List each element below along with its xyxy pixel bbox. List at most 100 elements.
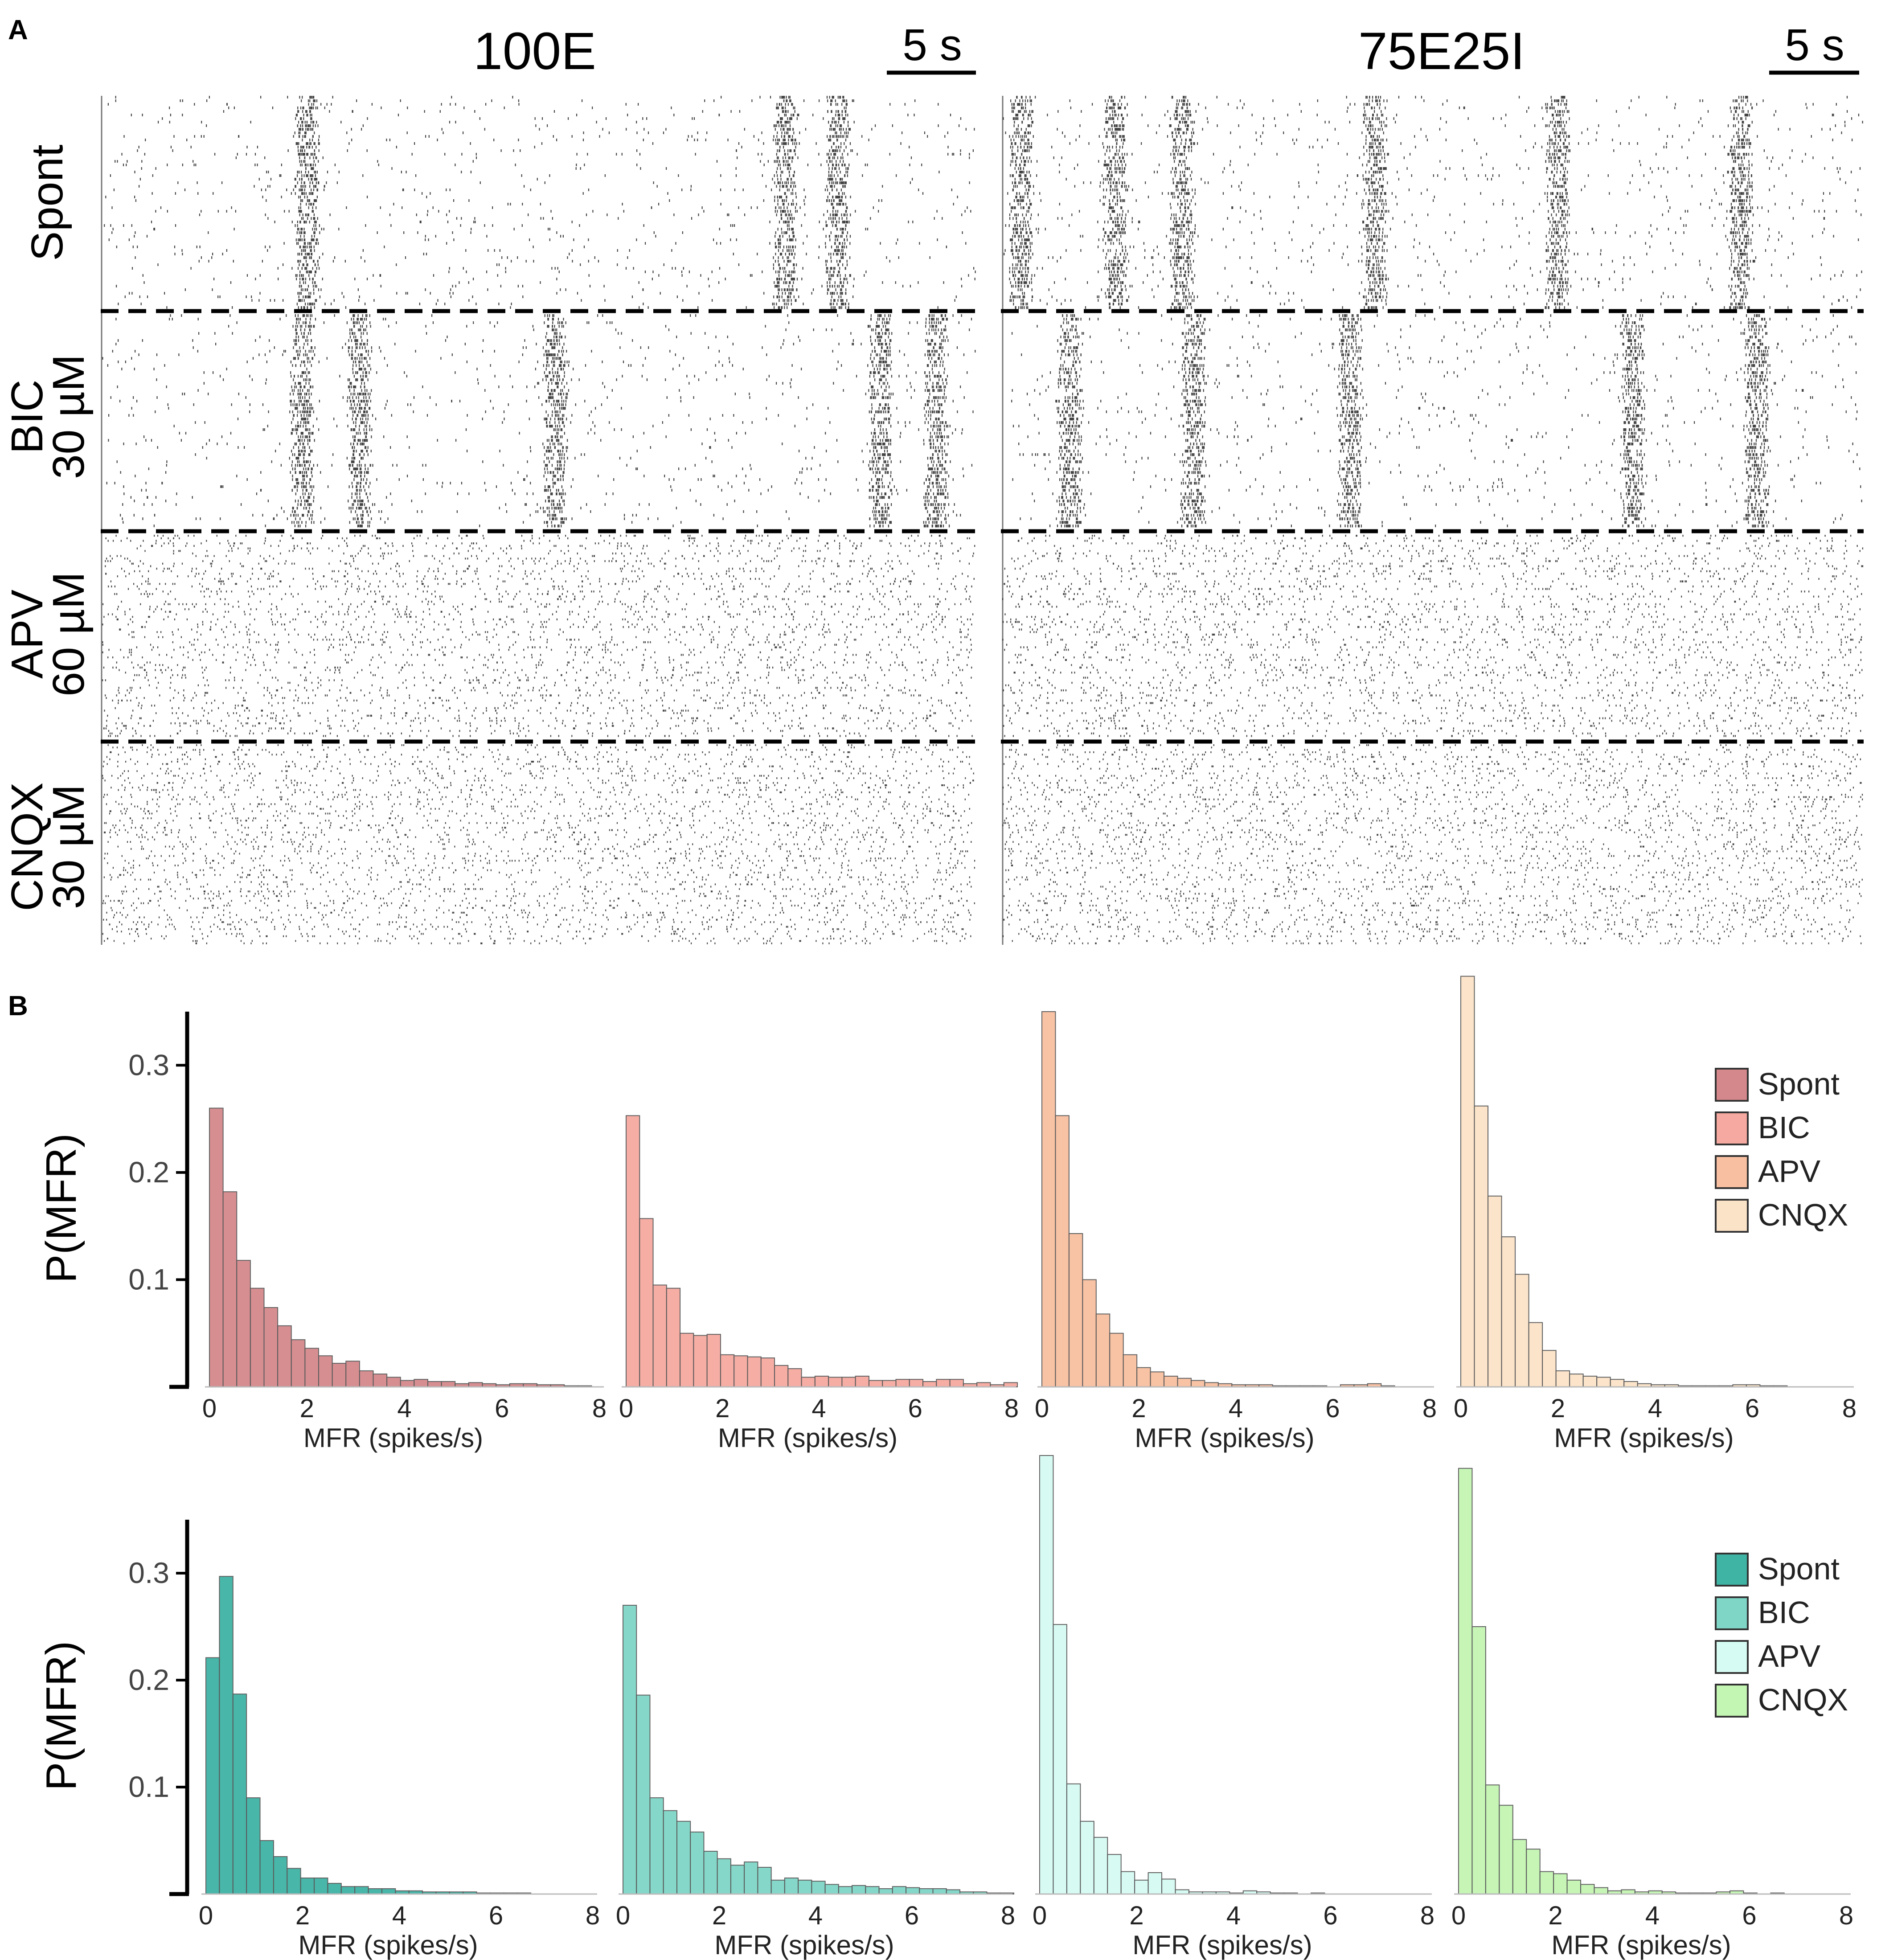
condition-label-text: Spont [22,144,72,261]
histogram-bar [1082,1279,1097,1387]
legend-label: APV [1758,1639,1820,1673]
histogram-bar [219,1576,234,1894]
x-tick-label: 4 [392,1901,406,1930]
histogram-bar [368,1888,382,1894]
histogram-bar [318,1355,333,1388]
histogram-bar [811,1881,826,1895]
raster-spikes-cnqx [102,744,975,944]
histogram-bar [314,1878,328,1894]
histogram-7: 0 2 4 6 8 MFR (spikes/s) Spont BIC APV CNQX [1451,1468,1853,1960]
x-axis-label: MFR (spikes/s) [303,1423,483,1453]
legend-label: BIC [1758,1110,1810,1145]
x-tick-label: 4 [811,1394,826,1423]
histogram-bar [906,1887,920,1895]
x-tick-label: 4 [1229,1394,1243,1423]
raster-spikes-apv [1002,535,1864,737]
histogram-bar [676,1821,691,1895]
y-axis-label: P(MFR) [37,1641,85,1791]
legend-swatch [1715,1199,1749,1233]
y-tick-label: 0.2 [128,1663,169,1696]
histogram-bar [1471,1626,1486,1894]
histogram-bar [1134,1879,1149,1894]
x-tick-label: 8 [1420,1901,1434,1930]
histogram-bar [770,1879,785,1894]
histogram-bar [400,1380,415,1387]
x-axis-label: MFR (spikes/s) [1551,1930,1731,1960]
histogram-bar [1053,1624,1067,1894]
x-tick-label: 0 [1033,1901,1047,1930]
histogram-bar [1177,1378,1192,1388]
x-tick-label: 6 [495,1394,509,1423]
legend-label: BIC [1758,1595,1810,1630]
legend-label: Spont [1758,1066,1840,1101]
histogram-bar [1066,1783,1081,1895]
legend-swatch [1715,1155,1749,1189]
histogram-bar [291,1339,306,1388]
histogram-bar [441,1381,456,1388]
histogram-bar [304,1348,319,1387]
x-tick-label: 2 [1129,1901,1143,1930]
x-axis-label: MFR (spikes/s) [1554,1423,1734,1453]
histogram-bar [1623,1381,1638,1388]
histogram-bar [936,1379,951,1387]
histogram-bar [1596,1377,1611,1388]
histogram-bar [895,1379,910,1387]
histogram-bar [381,1888,396,1894]
x-tick-label: 4 [808,1901,823,1930]
histogram-bar [703,1851,718,1894]
histogram-bar [332,1363,347,1387]
histogram-bar [1148,1872,1163,1894]
histogram-bar [639,1218,654,1388]
legend: Spont BIC APV CNQX [1715,1066,1848,1233]
histogram-bar [1539,1871,1554,1895]
histogram-bar [263,1307,279,1387]
x-tick-label: 2 [1548,1901,1562,1930]
histogram-bar [909,1379,924,1387]
x-tick-label: 0 [616,1901,630,1930]
x-tick-label: 0 [1454,1394,1468,1423]
raster-column-1: 75E25I 5 s [1001,20,1864,945]
histogram-bar [787,1368,802,1387]
histogram-bar [386,1377,401,1388]
histogram-bar [414,1379,428,1387]
histogram-bar [1515,1274,1529,1387]
condition-label-apv: APV60 µM [2,572,94,697]
histogram-bar [1528,1322,1543,1388]
histogram-bar [636,1694,651,1895]
condition-label-line: 60 µM [44,572,94,697]
histogram-bar [1150,1371,1165,1388]
x-axis-label: MFR (spikes/s) [1135,1423,1314,1453]
raster-spikes-bic [102,314,976,528]
histogram-bar [798,1879,812,1894]
histogram-bar [1488,1195,1502,1388]
condition-label-text: CNQX30 µM [2,783,94,911]
legend-swatch [1715,1684,1749,1718]
legend-swatch [1715,1640,1749,1674]
condition-label-cnqx: CNQX30 µM [2,783,94,911]
raster-column-title: 75E25I [1358,22,1525,81]
histogram-bar [277,1325,292,1387]
histogram-5: 0 2 4 6 8 MFR (spikes/s) [616,1605,1015,1960]
condition-label-line: 30 µM [44,354,94,479]
x-tick-label: 8 [1839,1901,1853,1930]
histogram-bar [1123,1354,1138,1388]
x-tick-label: 0 [1035,1394,1049,1423]
histogram-bar [1555,1370,1570,1388]
legend-swatch [1715,1553,1749,1587]
panel-b-histograms: 0 2 4 6 8 MFR (spikes/s) 0.1 0.2 0.3 P(MFR) 0 2 4 6 8 M… [37,976,1857,1960]
histogram-bar [222,1191,238,1387]
histogram-bar [774,1365,789,1388]
histogram-bar [1485,1784,1500,1894]
histogram-bar [340,1886,356,1895]
histogram-bar [1499,1804,1513,1895]
legend-swatch [1715,1068,1749,1102]
histogram-bar [1164,1375,1178,1388]
histogram-bar [932,1888,947,1894]
histogram-bar [784,1878,799,1894]
raster-spikes-cnqx [1002,744,1863,944]
histogram-bar [706,1334,721,1388]
histogram-2: 0 2 4 6 8 MFR (spikes/s) [1035,1011,1437,1453]
condition-label-line: BIC [2,380,52,454]
histogram-bar [1120,1871,1135,1895]
